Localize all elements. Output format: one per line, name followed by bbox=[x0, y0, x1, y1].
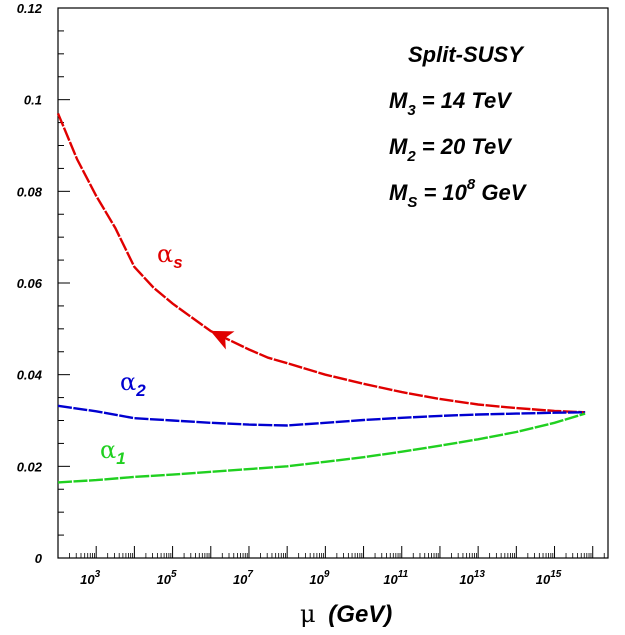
y-tick-label: 0 bbox=[35, 551, 43, 566]
x-axis-label-symbol: μ bbox=[300, 600, 316, 628]
annotation-line: MS = 108 GeV bbox=[389, 176, 528, 211]
x-tick-label: 103 bbox=[80, 569, 100, 587]
series-layer: αs α2 α1 bbox=[56, 112, 586, 484]
annotation-line: M2 = 20 TeV bbox=[389, 134, 513, 165]
x-tick-label: 1013 bbox=[459, 569, 485, 587]
y-tick-label: 0.02 bbox=[17, 459, 43, 474]
y-tick-label: 0.08 bbox=[17, 184, 43, 199]
y-tick-label: 0.12 bbox=[17, 1, 43, 16]
x-axis: 103 105 107 109 1011 1013 1015 bbox=[57, 546, 605, 587]
annotation-line: Split-SUSY bbox=[408, 42, 525, 67]
x-tick-label: 1015 bbox=[536, 569, 562, 587]
y-axis: 0 0.02 0.04 0.06 0.08 0.1 0.12 bbox=[17, 1, 70, 566]
y-tick-label: 0.04 bbox=[17, 368, 43, 383]
x-tick-label: 107 bbox=[233, 569, 253, 587]
series-label-2: α2 bbox=[120, 368, 146, 400]
x-tick-label: 1011 bbox=[383, 569, 408, 587]
annotation-line: M3 = 14 TeV bbox=[389, 88, 513, 119]
x-axis-label: μ (GeV) bbox=[300, 600, 392, 628]
parameter-annotation: Split-SUSY M3 = 14 TeV M2 = 20 TeV MS = 108… bbox=[389, 42, 528, 211]
y-tick-label: 0.1 bbox=[24, 93, 42, 108]
x-axis-label-unit: (GeV) bbox=[328, 601, 392, 628]
series-line-1 bbox=[57, 412, 586, 484]
series-label-s: αs bbox=[157, 240, 183, 272]
x-tick-label: 109 bbox=[309, 569, 329, 587]
direction-arrow-icon bbox=[210, 330, 235, 350]
series-label-1: α1 bbox=[100, 436, 126, 468]
x-tick-label: 105 bbox=[157, 569, 177, 587]
series-line-2 bbox=[57, 404, 586, 427]
series-line-s bbox=[56, 112, 586, 414]
y-tick-label: 0.06 bbox=[17, 276, 43, 291]
